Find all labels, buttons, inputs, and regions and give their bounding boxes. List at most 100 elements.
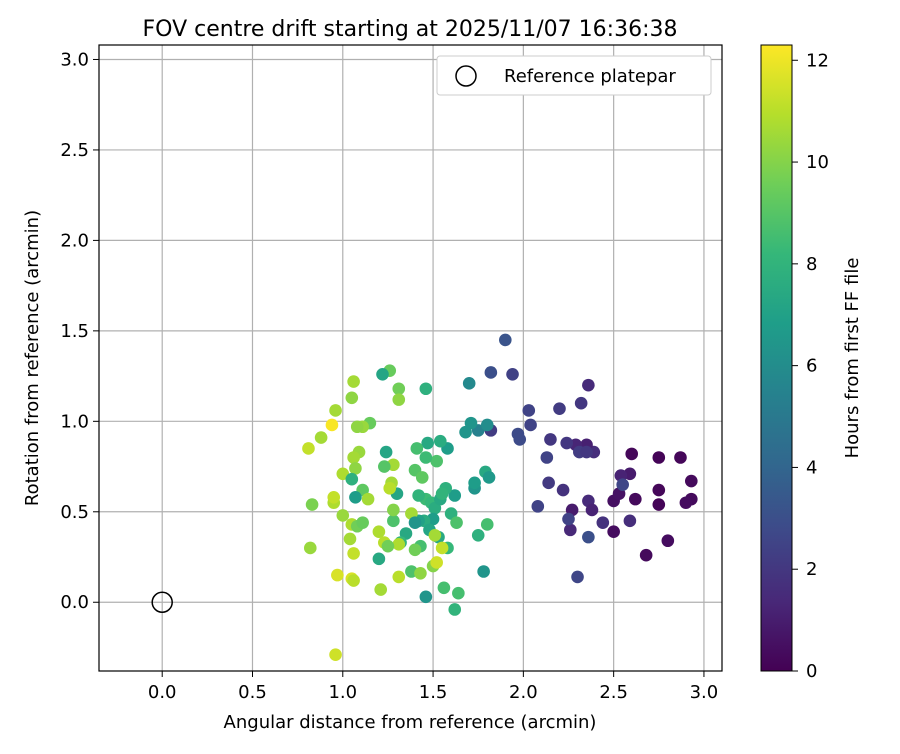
x-tick-label: 1.0: [328, 682, 357, 703]
scatter-point: [452, 586, 465, 600]
x-axis-ticks: 0.0 0.5 1.0 1.5 2.0 2.5 3.0: [148, 671, 718, 703]
legend: Reference platepar: [436, 55, 712, 96]
scatter-point: [376, 367, 389, 381]
scatter-point: [580, 445, 593, 459]
legend-marker-icon: [455, 65, 477, 87]
colorbar: [760, 44, 793, 672]
scatter-point: [582, 530, 595, 544]
scatter-point: [345, 472, 359, 486]
x-tick-label: 1.5: [419, 682, 448, 703]
y-tick-label: 2.5: [60, 140, 89, 161]
scatter-point: [448, 603, 462, 616]
colorbar-tick-label: 8: [806, 254, 817, 275]
scatter-point: [506, 367, 519, 381]
scatter-point: [419, 590, 433, 604]
scatter-point: [450, 516, 463, 529]
scatter-point: [464, 416, 478, 430]
scatter-point: [430, 454, 443, 468]
scatter-point: [623, 514, 637, 528]
scatter-point: [437, 581, 451, 595]
y-axis-label: Rotation from reference (arcmin): [22, 210, 43, 506]
scatter-point: [607, 525, 620, 538]
y-tick-label: 3.0: [60, 49, 89, 70]
scatter-point: [381, 539, 395, 553]
colorbar-tick-label: 10: [806, 152, 829, 173]
scatter-point: [325, 418, 339, 432]
scatter-point: [499, 333, 512, 347]
x-tick-label: 2.5: [599, 682, 628, 703]
scatter-point: [652, 483, 666, 497]
scatter-points: [302, 333, 698, 662]
scatter-point: [408, 516, 422, 529]
scatter-point: [419, 382, 433, 396]
scatter-point: [468, 476, 481, 490]
colorbar-tick-label: 4: [806, 457, 817, 478]
scatter-point: [522, 404, 536, 417]
scatter-point: [408, 543, 422, 557]
scatter-point: [553, 402, 566, 415]
scatter-point: [480, 518, 494, 531]
scatter-point: [435, 487, 449, 500]
y-tick-label: 0.5: [60, 502, 89, 523]
scatter-point: [392, 393, 406, 406]
scatter-point: [582, 378, 595, 392]
plot-frame: [98, 44, 723, 672]
colorbar-label: Hours from first FF file: [842, 258, 863, 459]
legend-label: Reference platepar: [504, 66, 676, 87]
scatter-point: [462, 377, 476, 390]
scatter-point: [345, 391, 359, 405]
scatter-point: [410, 442, 424, 455]
scatter-point: [378, 460, 391, 473]
scatter-point: [574, 396, 588, 410]
scatter-point: [674, 451, 687, 464]
scatter-point: [329, 648, 342, 662]
scatter-point: [372, 525, 386, 538]
scatter-point: [629, 492, 642, 506]
y-tick-label: 0.0: [60, 592, 89, 613]
scatter-point: [564, 523, 577, 537]
scatter-point: [513, 433, 527, 446]
scatter-point: [343, 532, 357, 546]
scatter-point: [444, 507, 458, 520]
scatter-point: [383, 481, 397, 495]
scatter-point: [347, 574, 360, 587]
scatter-point: [347, 451, 360, 464]
colorbar-tick-label: 0: [806, 661, 817, 682]
scatter-point: [544, 433, 557, 446]
scatter-point: [336, 509, 350, 522]
scatter-point: [305, 498, 319, 511]
scatter-point: [336, 467, 350, 481]
scatter-point: [421, 436, 434, 450]
scatter-point: [616, 478, 629, 491]
x-axis-label: Angular distance from reference (arcmin): [224, 712, 597, 733]
x-tick-label: 0.0: [148, 682, 177, 703]
scatter-point: [433, 434, 447, 448]
scatter-point: [562, 512, 575, 526]
y-axis-ticks: 0.0 0.5 1.0 1.5 2.0 2.5 3.0: [60, 49, 99, 613]
scatter-point: [556, 483, 570, 497]
scatter-point: [685, 474, 698, 488]
scatter-point: [540, 451, 554, 464]
scatter-point: [571, 570, 584, 584]
scatter-point: [428, 529, 442, 542]
scatter-point: [524, 418, 537, 432]
x-tick-label: 3.0: [690, 682, 719, 703]
scatter-point: [482, 471, 496, 484]
colorbar-tick-label: 6: [806, 356, 817, 377]
scatter-point: [361, 492, 375, 506]
scatter-point: [392, 570, 406, 584]
scatter-point: [347, 547, 360, 560]
scatter-point: [430, 556, 443, 569]
colorbar-tick-label: 12: [806, 50, 829, 71]
scatter-point: [374, 583, 388, 596]
scatter-point: [484, 366, 498, 379]
y-tick-label: 2.0: [60, 230, 89, 251]
scatter-point: [314, 431, 328, 444]
scatter-point: [477, 565, 490, 578]
scatter-point: [414, 567, 427, 580]
scatter-point: [302, 442, 315, 455]
scatter-point: [480, 418, 494, 432]
scatter-point: [412, 489, 425, 502]
